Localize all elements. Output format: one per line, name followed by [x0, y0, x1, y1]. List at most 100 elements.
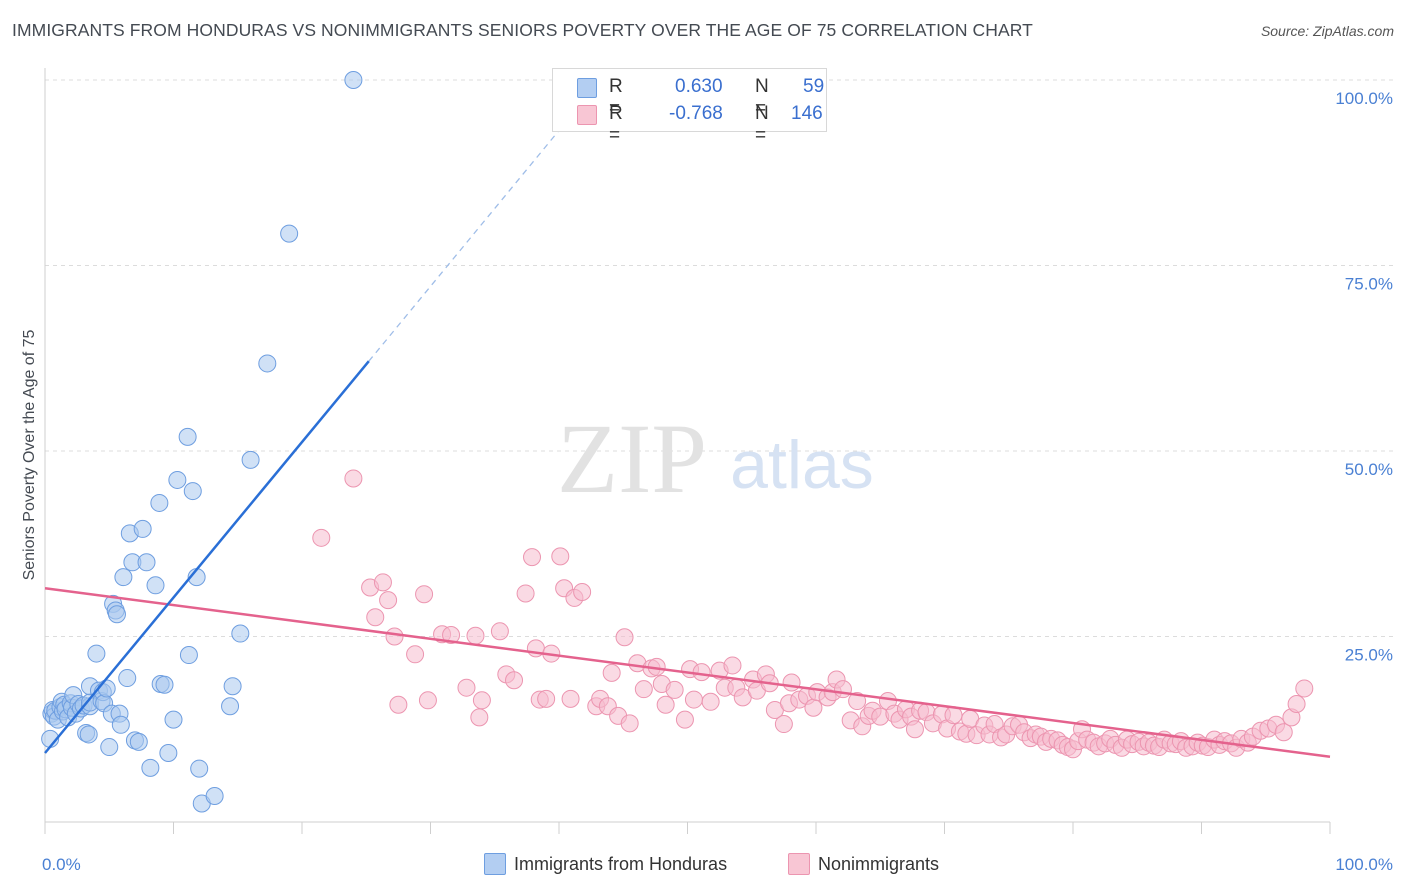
legend-n-value: 146 — [791, 103, 823, 124]
grid-lines — [45, 79, 1393, 637]
honduras-point — [344, 71, 363, 89]
nonimmigrant-point — [665, 680, 684, 699]
nonimmigrant-trend-line — [44, 587, 1331, 758]
nonimmigrant-point — [379, 591, 398, 610]
bottom-legend-label: Nonimmigrants — [818, 854, 940, 874]
honduras-point — [146, 576, 165, 595]
source-label: Source: ZipAtlas.com — [1260, 23, 1394, 39]
nonimmigrant-point — [701, 692, 720, 711]
honduras-point — [231, 624, 250, 643]
chart-title: IMMIGRANTS FROM HONDURAS VS NONIMMIGRANT… — [12, 20, 1033, 40]
honduras-point — [168, 470, 187, 489]
nonimmigrant-point — [442, 626, 461, 645]
honduras-point — [178, 427, 197, 446]
nonimmigrant-point — [675, 710, 694, 729]
honduras-point — [280, 224, 299, 243]
honduras-point — [79, 725, 98, 744]
watermark-zip: ZIP — [557, 403, 707, 514]
nonimmigrant-point — [833, 680, 852, 699]
honduras-point — [223, 677, 242, 696]
bottom-legend-label: Immigrants from Honduras — [514, 854, 728, 874]
nonimmigrant-point — [848, 692, 867, 711]
nonimmigrant-point — [466, 626, 485, 645]
honduras-point — [137, 553, 156, 572]
bottom-legend-swatch-pink — [788, 853, 810, 875]
legend-n-label: N = — [755, 76, 769, 119]
legend-r-value: -0.768 — [669, 103, 723, 124]
honduras-trend-extension — [368, 130, 560, 362]
honduras-trend-line — [44, 360, 370, 754]
honduras-point — [164, 710, 183, 729]
nonimmigrant-point — [782, 673, 801, 692]
honduras-point — [241, 450, 260, 469]
nonimmigrant-point — [620, 714, 639, 733]
nonimmigrant-point — [723, 656, 742, 675]
nonimmigrant-point — [523, 548, 542, 567]
honduras-point — [179, 646, 198, 665]
watermark-atlas: atlas — [730, 427, 874, 503]
nonimmigrant-point — [1287, 695, 1306, 714]
trend-lines — [44, 130, 1331, 758]
nonimmigrant-point — [418, 691, 437, 710]
nonimmigrant-point — [573, 582, 592, 601]
honduras-point — [107, 605, 126, 624]
honduras-point — [114, 568, 133, 587]
legend-r-label: R = — [609, 76, 623, 119]
honduras-point — [150, 493, 169, 512]
honduras-point — [183, 482, 202, 501]
nonimmigrant-point — [905, 720, 924, 739]
honduras-point — [155, 675, 174, 694]
honduras-point — [97, 679, 116, 698]
nonimmigrant-point — [615, 628, 634, 647]
series-nonimmigrants — [312, 469, 1314, 759]
nonimmigrant-point — [472, 691, 491, 710]
nonimmigrant-point — [774, 715, 793, 734]
stats-legend: R = 0.630 N = 59 R = -0.768 N = 146 — [552, 68, 827, 146]
y-tick-label: 25.0% — [1345, 646, 1393, 665]
honduras-point — [221, 697, 240, 716]
nonimmigrant-point — [406, 645, 425, 664]
x-tick-label: 0.0% — [42, 855, 81, 874]
y-tick-label: 75.0% — [1345, 275, 1393, 294]
nonimmigrant-point — [537, 689, 556, 708]
y-tick-label: 100.0% — [1335, 89, 1393, 108]
nonimmigrant-point — [602, 663, 621, 682]
axes — [44, 68, 1331, 834]
bottom-legend-swatch-blue — [484, 853, 506, 875]
nonimmigrant-point — [551, 547, 570, 566]
x-tick-label: 100.0% — [1335, 855, 1393, 874]
legend-swatch-pink — [577, 105, 597, 125]
y-tick-label: 50.0% — [1345, 460, 1393, 479]
nonimmigrant-point — [366, 608, 385, 627]
y-axis-label: Seniors Poverty Over the Age of 75 — [21, 329, 38, 581]
nonimmigrant-point — [373, 573, 392, 592]
nonimmigrant-point — [684, 690, 703, 709]
nonimmigrant-point — [561, 689, 580, 708]
legend-r-label: R = — [609, 103, 623, 146]
nonimmigrant-point — [692, 663, 711, 682]
legend-swatch-blue — [577, 78, 597, 98]
honduras-point — [141, 758, 160, 777]
tick-labels: 25.0% 50.0% 75.0% 100.0% 0.0% 100.0% — [42, 89, 1393, 874]
honduras-point — [118, 669, 137, 688]
honduras-point — [133, 519, 152, 538]
legend-n-label: N = — [755, 103, 769, 146]
nonimmigrant-point — [470, 708, 489, 727]
nonimmigrant-point — [634, 680, 653, 699]
honduras-point — [129, 732, 148, 751]
nonimmigrant-point — [516, 584, 535, 603]
nonimmigrant-point — [1295, 679, 1314, 698]
honduras-point — [190, 759, 209, 778]
nonimmigrant-point — [415, 585, 434, 604]
nonimmigrant-point — [1274, 723, 1293, 742]
honduras-point — [87, 644, 106, 663]
nonimmigrant-point — [389, 695, 408, 714]
nonimmigrant-point — [490, 622, 509, 641]
legend-r-value: 0.630 — [675, 76, 723, 97]
nonimmigrant-point — [505, 671, 524, 690]
nonimmigrant-point — [656, 695, 675, 714]
nonimmigrant-point — [344, 469, 363, 488]
honduras-point — [159, 743, 178, 762]
honduras-point — [111, 715, 130, 734]
